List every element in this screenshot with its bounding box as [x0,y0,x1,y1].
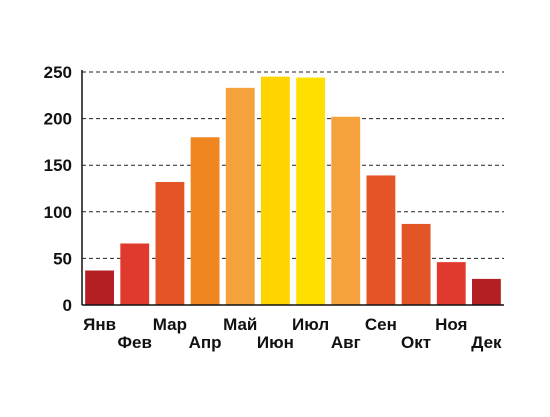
y-tick-labels: 0 50 100 150 200 250 [44,63,72,315]
x-category-label: Фев [118,333,152,352]
x-category-label: Июл [292,315,329,334]
bar-1 [85,270,115,305]
axes [81,70,504,306]
bar-10 [401,223,431,305]
y-tick-label: 100 [44,203,72,222]
x-category-label: Июн [257,333,294,352]
x-category-label: Ноя [435,315,467,334]
bar-3 [155,181,185,305]
bar-9 [366,175,396,305]
bar-2 [120,243,150,305]
bar-7 [296,77,326,305]
x-category-label: Янв [83,315,116,334]
x-category-label: Авг [331,333,361,352]
y-tick-label: 50 [53,249,72,268]
y-tick-label: 200 [44,110,72,129]
x-category-label: Окт [401,333,431,352]
bar-11 [436,262,466,305]
bar-5 [225,87,255,305]
y-tick-label: 250 [44,63,72,82]
gridlines [82,71,504,259]
x-category-label: Дек [471,333,502,352]
bar-4 [190,137,220,305]
bar-6 [261,76,290,305]
y-tick-label: 150 [44,156,72,175]
bar-8 [331,116,361,306]
bar-12 [472,278,501,305]
bars [85,76,501,306]
x-category-label: Апр [189,333,222,352]
y-tick-label: 0 [63,296,72,315]
x-category-label: Мар [153,315,187,334]
x-category-label: Май [223,315,257,334]
x-category-label: Сен [365,315,397,334]
